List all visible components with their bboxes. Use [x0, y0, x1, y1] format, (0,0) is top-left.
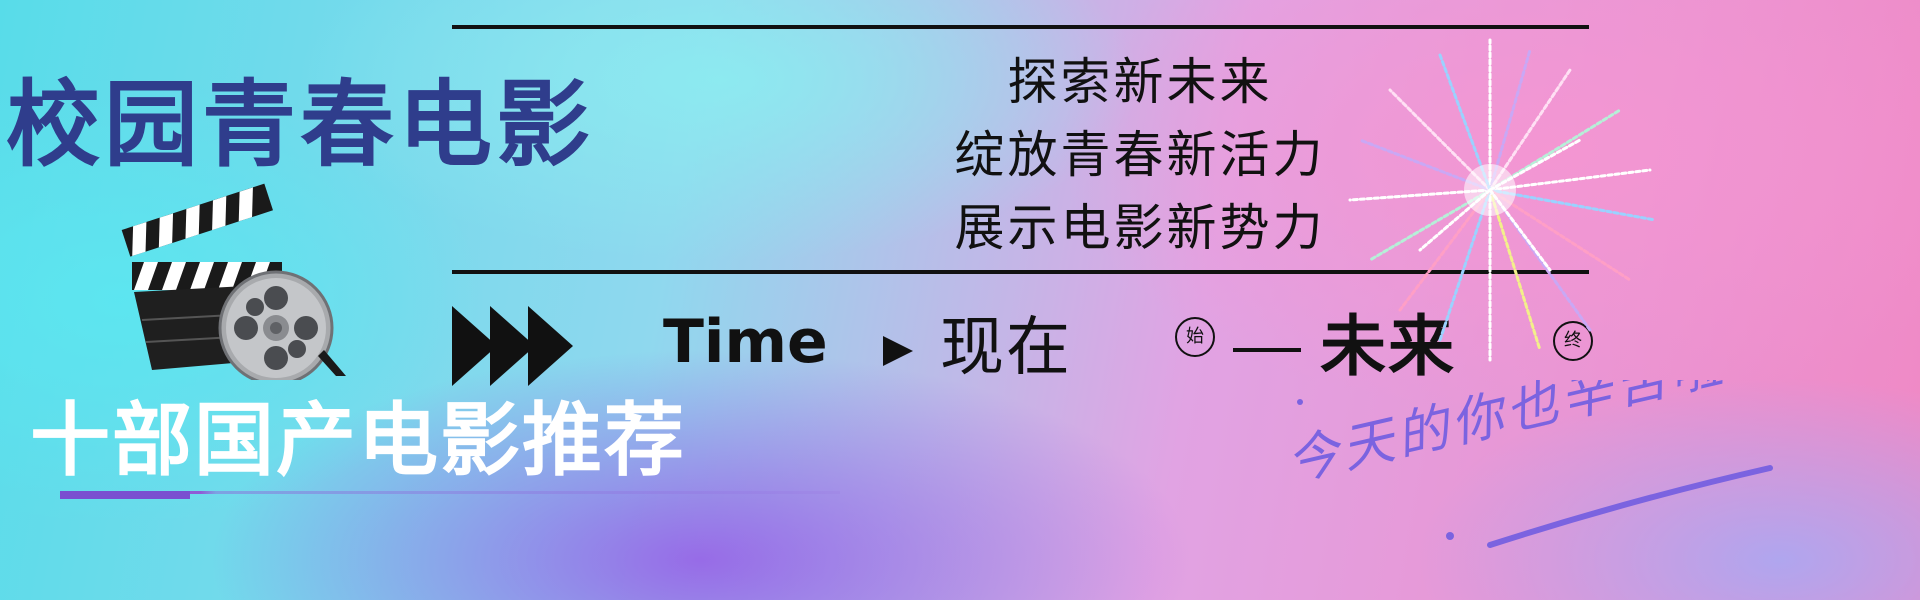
now-label: 现在: [940, 311, 1072, 385]
middle-divider: [452, 270, 1589, 274]
end-marker: 终: [1553, 321, 1593, 361]
triple-triangle-icon: [452, 306, 573, 386]
top-divider: [452, 25, 1589, 29]
brush-stroke: [1297, 399, 1773, 548]
slogan-line-1: 探索新未来: [1007, 53, 1273, 111]
clapperboard-icon: [121, 183, 346, 380]
future-label: 未来: [1320, 308, 1456, 385]
play-icon: [883, 336, 913, 366]
main-title: 校园青春电影: [6, 70, 595, 180]
slogan-block: 探索新未来 绽放青春新活力 展示电影新势力: [930, 46, 1350, 265]
sub-title: 十部国产电影推荐: [30, 393, 686, 487]
handwritten-script: 今天的你也辛苦啦: [1270, 380, 1790, 570]
slogan-line-2: 绽放青春新活力: [954, 126, 1326, 184]
film-reel-icon: [218, 270, 346, 380]
time-label: Time: [663, 307, 828, 377]
sub-title-underline-accent: [60, 491, 190, 499]
timeline-dash: [1233, 348, 1301, 352]
sub-title-underline: [60, 491, 840, 494]
fireworks-decoration: [1348, 38, 1657, 362]
start-marker: 始: [1175, 317, 1215, 357]
slogan-line-3: 展示电影新势力: [954, 199, 1326, 257]
